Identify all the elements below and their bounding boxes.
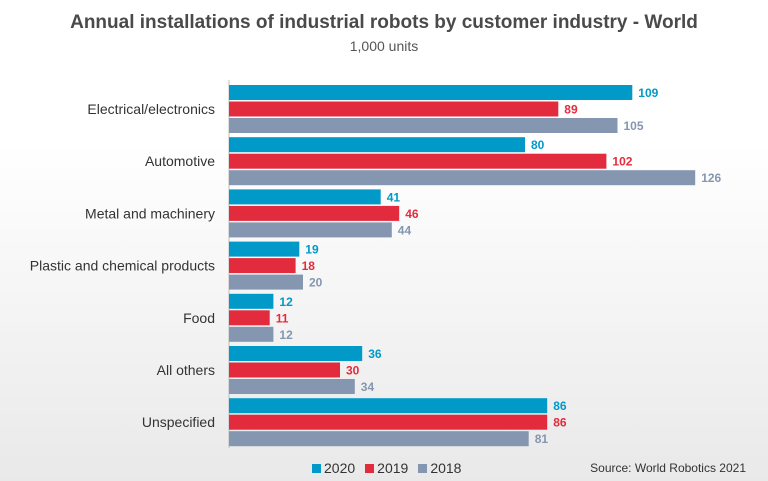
data-label-2019: 102 [612,155,632,169]
data-label-2018: 105 [624,119,644,133]
bar-2018 [229,379,355,394]
category-label: Electrical/electronics [87,101,215,117]
bar-2018 [229,431,529,447]
legend-swatch-2019 [365,463,375,473]
legend-item-2020: 2020 [312,460,355,476]
legend-label-2018: 2018 [430,460,462,476]
data-label-2019: 11 [276,311,289,325]
data-label-2020: 80 [531,138,545,152]
category-label: Unspecified [142,414,215,430]
bar-2020 [229,241,300,257]
data-label-2020: 19 [305,243,319,257]
bar-2018 [229,118,618,133]
bar-chart: Electrical/electronics 109 89 105 Automotive… [30,80,722,448]
chart-subtitle: 1,000 units [349,38,419,54]
category-label: Automotive [145,153,215,169]
legend-swatch-2018 [418,463,428,473]
category-label: All others [157,362,215,378]
data-label-2018: 12 [279,328,293,342]
source-note: Source: World Robotics 2021 [590,461,746,475]
legend-item-2019: 2019 [365,460,408,476]
data-label-2019: 18 [302,259,316,273]
data-label-2020: 36 [368,347,382,361]
category-label: Food [183,310,215,326]
data-label-2018: 34 [361,380,375,394]
data-label-2018: 20 [309,276,323,290]
bar-2020 [229,293,274,309]
data-label-2018: 126 [701,171,721,185]
bar-2018 [229,170,696,186]
bar-2019 [229,258,296,274]
chart-title: Annual installations of industrial robot… [70,12,698,33]
data-label-2020: 86 [553,399,567,413]
legend: 2020 2019 2018 [312,460,461,476]
bar-2018 [229,326,274,342]
bar-2020 [229,398,548,414]
category-label: Metal and machinery [85,205,215,221]
bar-2018 [229,222,392,238]
data-label-2019: 46 [405,207,419,221]
bar-2019 [229,205,400,221]
data-label-2018: 44 [398,223,412,237]
bar-2019 [229,362,340,378]
bar-2020 [229,189,381,205]
bar-2019 [229,310,270,326]
data-label-2018: 81 [535,432,549,446]
data-label-2019: 89 [564,103,578,117]
data-label-2020: 109 [638,86,658,100]
legend-label-2019: 2019 [377,460,409,476]
data-label-2020: 12 [279,295,293,309]
legend-label-2020: 2020 [324,460,356,476]
data-label-2019: 86 [553,416,567,430]
legend-swatch-2020 [312,463,321,473]
bar-2019 [229,101,559,117]
bar-2020 [229,85,633,100]
bar-2020 [229,137,525,153]
legend-item-2018: 2018 [418,460,461,476]
bar-2019 [229,414,548,430]
bar-2019 [229,153,607,169]
bar-2020 [229,346,363,361]
data-label-2020: 41 [387,190,401,204]
data-label-2019: 30 [346,364,360,378]
category-label: Plastic and chemical products [30,258,215,274]
bar-2018 [229,274,303,290]
